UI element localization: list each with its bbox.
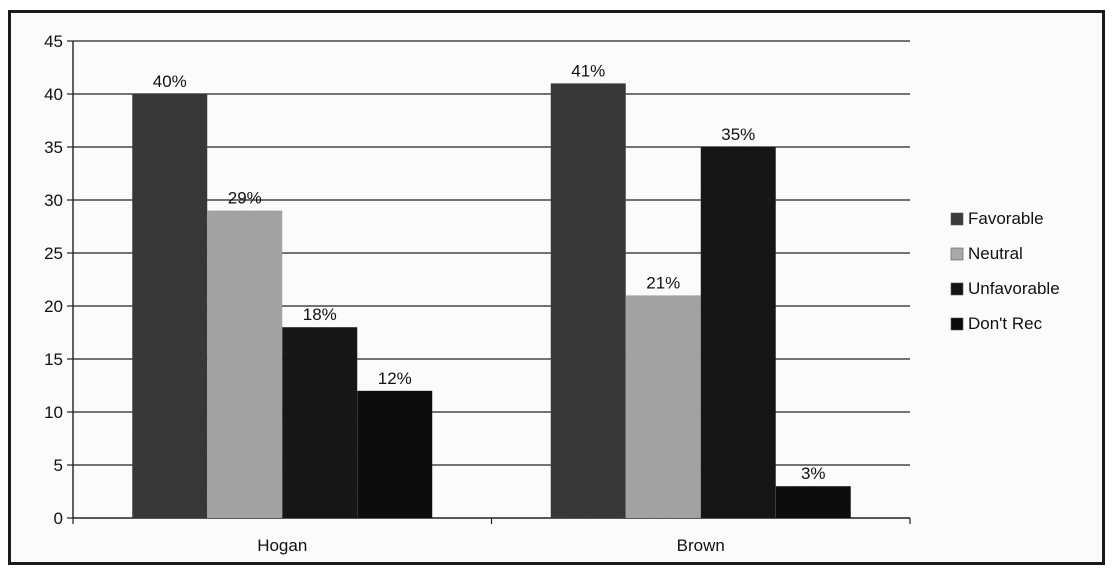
legend-label: Favorable	[968, 209, 1044, 228]
x-category-label: Brown	[677, 536, 725, 555]
data-label: 29%	[228, 189, 262, 208]
y-tick-label: 15	[44, 350, 63, 369]
legend-swatch	[950, 317, 964, 331]
y-tick-label: 5	[54, 456, 63, 475]
legend-label: Don't Rec	[968, 314, 1043, 333]
bar	[700, 147, 776, 518]
data-label: 35%	[721, 125, 755, 144]
legend-label: Neutral	[968, 244, 1023, 263]
bar	[775, 486, 851, 518]
data-label: 21%	[646, 273, 680, 292]
y-tick-label: 35	[44, 138, 63, 157]
bar	[625, 295, 701, 518]
legend-swatch	[950, 282, 964, 296]
bar	[207, 210, 283, 518]
y-tick-label: 40	[44, 85, 63, 104]
data-label: 12%	[378, 369, 412, 388]
y-tick-label: 25	[44, 244, 63, 263]
legend-label: Unfavorable	[968, 279, 1060, 298]
y-tick-label: 0	[54, 509, 63, 528]
bar	[132, 94, 208, 518]
bar	[357, 390, 433, 518]
data-label: 41%	[571, 61, 605, 80]
bar	[282, 327, 358, 518]
axes: 0 5 10 15 20 25 30 35 40 45 Hogan Brown	[44, 32, 911, 555]
legend-swatch	[950, 212, 964, 226]
y-tick-label: 20	[44, 297, 63, 316]
legend-swatch	[950, 247, 964, 261]
legend: Favorable Neutral Unfavorable Don't Rec	[950, 209, 1060, 333]
bars	[132, 83, 851, 519]
chart-frame: 0 5 10 15 20 25 30 35 40 45 Hogan Brown 40% 29% 18% 12…	[8, 10, 1105, 565]
data-labels: 40% 29% 18% 12% 41% 21% 35% 3%	[153, 61, 826, 483]
data-label: 18%	[303, 305, 337, 324]
y-tick-label: 30	[44, 191, 63, 210]
data-label: 40%	[153, 72, 187, 91]
y-tick-label: 45	[44, 32, 63, 51]
bar	[550, 83, 626, 519]
y-tick-label: 10	[44, 403, 63, 422]
bar-chart: 0 5 10 15 20 25 30 35 40 45 Hogan Brown 40% 29% 18% 12…	[44, 32, 1060, 555]
data-label: 3%	[801, 464, 826, 483]
x-category-label: Hogan	[257, 536, 307, 555]
